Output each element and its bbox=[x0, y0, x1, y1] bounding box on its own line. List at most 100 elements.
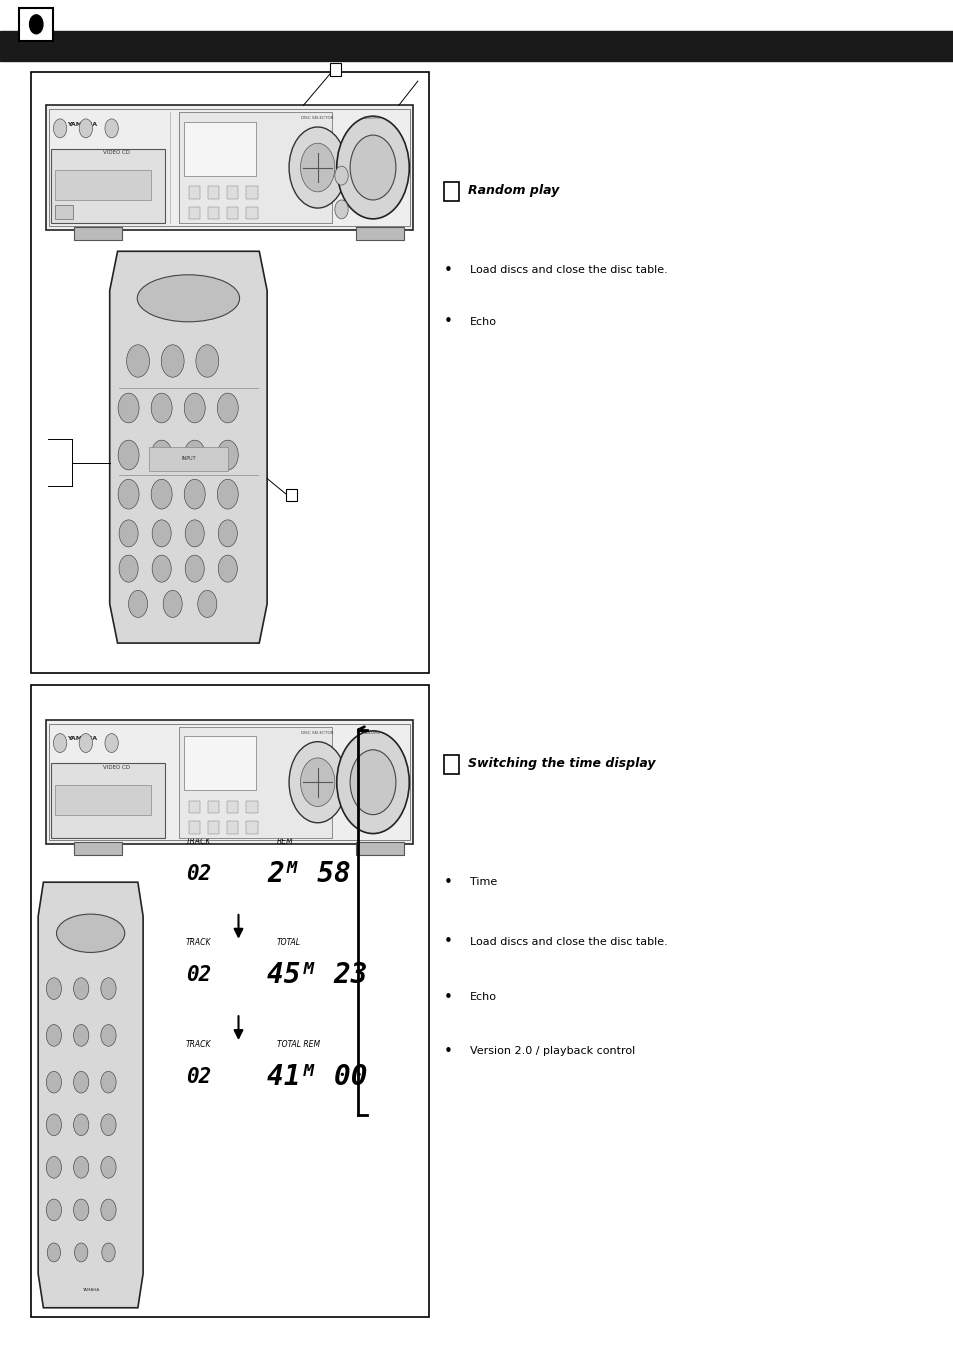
Circle shape bbox=[217, 440, 238, 470]
Bar bbox=[227, 801, 238, 813]
Circle shape bbox=[119, 520, 138, 547]
Text: DISC SELECTOR: DISC SELECTOR bbox=[301, 731, 334, 735]
Circle shape bbox=[73, 1071, 89, 1093]
Bar bbox=[208, 207, 219, 219]
Circle shape bbox=[184, 480, 205, 509]
Circle shape bbox=[73, 978, 89, 1000]
Circle shape bbox=[335, 166, 348, 185]
Circle shape bbox=[289, 742, 346, 823]
Text: VOLUME: VOLUME bbox=[364, 731, 381, 735]
Circle shape bbox=[73, 1024, 89, 1046]
Ellipse shape bbox=[56, 915, 125, 952]
Text: INPUT: INPUT bbox=[181, 457, 195, 462]
Circle shape bbox=[152, 555, 171, 582]
Circle shape bbox=[47, 1200, 62, 1221]
Bar bbox=[189, 801, 200, 813]
Bar bbox=[208, 801, 219, 813]
Circle shape bbox=[30, 15, 43, 34]
Circle shape bbox=[184, 393, 205, 423]
Circle shape bbox=[101, 1115, 116, 1136]
Circle shape bbox=[105, 734, 118, 753]
Bar bbox=[208, 821, 219, 834]
Bar bbox=[30, 72, 429, 673]
Circle shape bbox=[127, 345, 150, 377]
Circle shape bbox=[300, 143, 335, 192]
Circle shape bbox=[217, 480, 238, 509]
Circle shape bbox=[101, 1071, 116, 1093]
Bar bbox=[443, 755, 458, 774]
Text: 02: 02 bbox=[186, 966, 211, 985]
Polygon shape bbox=[110, 251, 267, 643]
Text: Switching the time display: Switching the time display bbox=[468, 757, 656, 770]
Text: Load discs and close the disc table.: Load discs and close the disc table. bbox=[470, 265, 667, 276]
Bar bbox=[46, 720, 413, 844]
Circle shape bbox=[47, 1115, 62, 1136]
Text: 45ᴹ 23: 45ᴹ 23 bbox=[267, 962, 367, 989]
Bar bbox=[179, 727, 332, 838]
Circle shape bbox=[79, 119, 92, 138]
Circle shape bbox=[129, 590, 148, 617]
Bar bbox=[286, 489, 296, 501]
Circle shape bbox=[48, 1243, 61, 1262]
Bar bbox=[179, 112, 332, 223]
Ellipse shape bbox=[137, 274, 239, 322]
Bar bbox=[246, 207, 257, 219]
Bar bbox=[149, 447, 228, 470]
Bar bbox=[443, 182, 458, 201]
Circle shape bbox=[73, 1156, 89, 1178]
Circle shape bbox=[185, 520, 204, 547]
Bar bbox=[51, 763, 165, 838]
Circle shape bbox=[335, 200, 348, 219]
Circle shape bbox=[151, 393, 172, 423]
Text: YAMAHA: YAMAHA bbox=[67, 736, 97, 742]
Bar bbox=[208, 186, 219, 199]
Circle shape bbox=[163, 590, 182, 617]
Circle shape bbox=[161, 345, 184, 377]
Text: Load discs and close the disc table.: Load discs and close the disc table. bbox=[470, 936, 667, 947]
Circle shape bbox=[118, 440, 139, 470]
Text: TOTAL: TOTAL bbox=[276, 939, 300, 947]
Text: Echo: Echo bbox=[470, 992, 497, 1002]
Text: 02: 02 bbox=[186, 763, 211, 782]
Bar bbox=[46, 105, 413, 230]
Circle shape bbox=[350, 750, 395, 815]
Circle shape bbox=[105, 119, 118, 138]
Text: DISC SELECTOR: DISC SELECTOR bbox=[301, 116, 334, 120]
Circle shape bbox=[47, 978, 62, 1000]
Bar bbox=[74, 842, 122, 855]
Text: 02: 02 bbox=[186, 865, 211, 884]
Text: •: • bbox=[443, 1043, 452, 1059]
Circle shape bbox=[73, 1115, 89, 1136]
Text: •: • bbox=[443, 989, 452, 1005]
Bar bbox=[355, 227, 403, 240]
Circle shape bbox=[101, 1024, 116, 1046]
Bar bbox=[246, 801, 257, 813]
Bar bbox=[0, 31, 953, 61]
Bar bbox=[184, 736, 255, 790]
Circle shape bbox=[118, 393, 139, 423]
Circle shape bbox=[74, 1243, 88, 1262]
Text: •: • bbox=[443, 874, 452, 890]
Circle shape bbox=[350, 135, 395, 200]
Bar bbox=[227, 821, 238, 834]
Circle shape bbox=[101, 1156, 116, 1178]
Bar bbox=[189, 207, 200, 219]
Circle shape bbox=[336, 116, 409, 219]
Bar bbox=[246, 186, 257, 199]
Text: TRACK: TRACK bbox=[186, 1040, 212, 1048]
Bar bbox=[49, 109, 410, 226]
Text: TRACK: TRACK bbox=[186, 736, 212, 744]
Bar bbox=[184, 122, 255, 176]
Text: 02: 02 bbox=[186, 1067, 211, 1086]
Circle shape bbox=[118, 480, 139, 509]
Circle shape bbox=[47, 1024, 62, 1046]
Text: Random play: Random play bbox=[468, 184, 559, 197]
Circle shape bbox=[53, 734, 67, 753]
Text: TRACK: TRACK bbox=[186, 838, 212, 846]
Bar bbox=[74, 227, 122, 240]
Text: TRACK: TRACK bbox=[186, 939, 212, 947]
Text: VIDEO CD: VIDEO CD bbox=[103, 150, 130, 155]
Bar bbox=[246, 821, 257, 834]
Circle shape bbox=[151, 440, 172, 470]
Text: 41ᴹ 00: 41ᴹ 00 bbox=[267, 1063, 367, 1090]
